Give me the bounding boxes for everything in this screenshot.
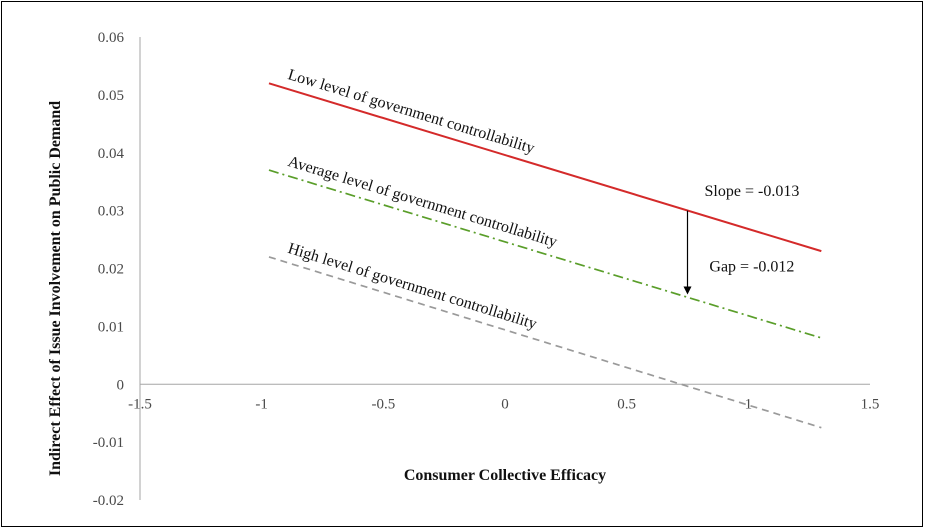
axes	[139, 37, 870, 500]
y-tick-label: 0	[117, 377, 125, 393]
x-tick-labels: -1.5 -1 -0.5 0 0.5 1 1.5	[128, 396, 879, 412]
series-lines	[268, 82, 822, 429]
y-axis-title: Indirect Effect of Issue Involvement on …	[47, 101, 64, 476]
series-label-0: Low level of government controllability	[286, 66, 537, 157]
series-line-0	[268, 82, 822, 253]
y-tick-label: 0.05	[98, 88, 124, 104]
series-line-1	[268, 169, 822, 339]
series-label-2: High level of government controllability	[286, 240, 539, 333]
x-tick-label: 1	[745, 396, 753, 412]
y-tick-label: 0.04	[98, 146, 125, 162]
x-tick-label: -1.5	[128, 396, 152, 412]
y-tick-label: 0.01	[98, 319, 124, 335]
y-tick-label: -0.01	[93, 435, 124, 451]
series-label-1: Average level of government controllabil…	[286, 153, 559, 251]
gap-arrowhead	[683, 286, 692, 295]
series-labels: Low level of government controllabilityA…	[286, 66, 559, 333]
y-tick-label: 0.06	[98, 30, 125, 46]
y-tick-label: 0.03	[98, 204, 124, 220]
x-tick-label: -0.5	[371, 396, 395, 412]
y-tick-label: -0.02	[93, 493, 124, 509]
y-tick-label: 0.02	[98, 262, 124, 278]
y-tick-labels: 0.06 0.05 0.04 0.03 0.02 0.01 0 -0.01 -0.02	[93, 30, 125, 509]
x-axis-title: Consumer Collective Efficacy	[404, 467, 606, 484]
x-tick-label: 0.5	[617, 396, 636, 412]
series-line-2	[268, 256, 822, 429]
slope-annotation: Slope = -0.013	[705, 183, 800, 200]
gap-annotation: Gap = -0.012	[709, 258, 794, 275]
x-tick-label: 0	[501, 396, 509, 412]
x-tick-label: 1.5	[861, 396, 880, 412]
x-tick-label: -1	[255, 396, 268, 412]
